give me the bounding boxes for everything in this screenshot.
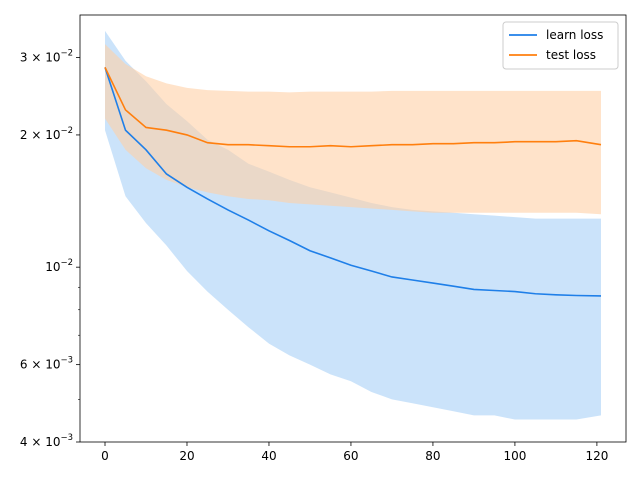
y-tick-label: 4 × 10−3 [20,433,73,449]
series-lines [104,67,602,297]
y-tick-label: 3 × 10−2 [20,49,73,65]
x-axis: 0 20 40 60 80 100 120 [101,442,608,463]
y-tick-label: 2 × 10−2 [20,126,73,142]
legend: learn loss test loss [502,21,619,70]
learn-loss-legend-label: learn loss [546,28,603,42]
legend-box [502,21,619,70]
test-loss-legend-label: test loss [546,48,596,62]
test-loss-line [104,67,602,148]
x-tick-label: 80 [425,449,440,463]
y-axis: 4 × 10−3 6 × 10−3 10−2 2 × 10−2 3 × 10−2 [20,49,80,449]
plot-area-frame [79,14,627,443]
test-loss-band [105,44,601,215]
learn-loss-band [105,30,601,420]
x-tick-label: 40 [261,449,276,463]
y-tick-label: 6 × 10−3 [20,356,73,372]
x-tick-label: 20 [179,449,194,463]
confidence-bands [105,30,601,420]
x-tick-label: 60 [343,449,358,463]
x-tick-label: 0 [101,449,109,463]
x-tick-label: 100 [503,449,526,463]
y-tick-label: 10−2 [45,258,73,274]
learn-loss-line [104,67,602,297]
x-tick-label: 120 [585,449,608,463]
